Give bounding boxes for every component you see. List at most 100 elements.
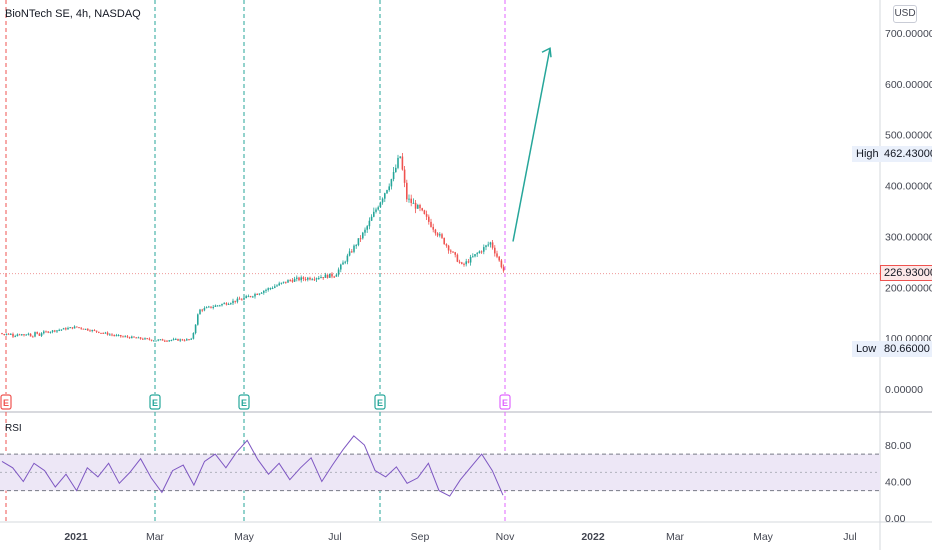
candle-body <box>109 334 111 336</box>
low-label: Low <box>852 341 881 357</box>
candle-body <box>274 286 276 288</box>
candle-body <box>293 278 296 282</box>
candle-body <box>329 273 331 278</box>
candle-body <box>95 330 98 332</box>
candle-body <box>443 237 445 245</box>
price-tick-label: 200.00000 <box>885 282 932 294</box>
candle-body <box>271 287 274 289</box>
candle-body <box>234 300 236 302</box>
candle-body <box>280 282 283 284</box>
candle-body <box>241 299 243 301</box>
candle-body <box>135 337 137 339</box>
candle-body <box>359 238 362 240</box>
candle-body <box>412 202 415 204</box>
earnings-marker <box>499 394 511 410</box>
earnings-marker <box>374 394 386 410</box>
candle-body <box>18 334 21 336</box>
candle-body <box>181 339 184 341</box>
candle-body <box>252 296 254 298</box>
price-tick-label: 700.00000 <box>885 28 932 40</box>
candle-body <box>260 292 263 294</box>
candle-body <box>175 338 177 340</box>
candle-body <box>430 221 432 227</box>
candle-body <box>131 336 133 339</box>
candle-body <box>296 277 298 279</box>
candle-body <box>137 337 140 339</box>
candle-body <box>324 274 327 278</box>
price-tick-label: 300.00000 <box>885 231 932 243</box>
candle-body <box>62 328 65 330</box>
earnings-marker-label: E <box>502 398 508 408</box>
candle-body <box>219 305 221 307</box>
candle-body <box>337 269 340 275</box>
currency-button[interactable]: USD <box>893 5 917 23</box>
candle-body <box>227 303 230 305</box>
candle-body <box>247 296 250 298</box>
candle-body <box>150 339 153 341</box>
candle-body <box>201 309 203 311</box>
candle-body <box>38 333 41 336</box>
time-tick-label: 2021 <box>64 531 88 543</box>
candle-body <box>54 330 56 332</box>
candle-body <box>223 303 225 305</box>
candle-body <box>144 338 146 340</box>
candle-body <box>27 333 30 335</box>
candle-body <box>208 306 210 308</box>
candle-body <box>313 279 316 281</box>
candle-body <box>3 333 5 335</box>
candle-body <box>146 338 148 340</box>
rsi-tick-label: 0.00 <box>885 513 906 525</box>
candle-body <box>487 244 489 246</box>
candle-body <box>302 277 305 279</box>
candle-body <box>12 333 14 337</box>
candle-body <box>60 329 63 331</box>
candle-body <box>311 279 313 281</box>
candle-body <box>414 202 417 209</box>
candle-body <box>326 274 329 278</box>
candle-body <box>1 333 3 335</box>
candle-body <box>452 251 454 253</box>
candle-body <box>32 336 34 338</box>
candle-body <box>368 220 371 227</box>
candle-body <box>153 340 155 342</box>
candle-body <box>168 340 170 342</box>
candle-body <box>461 262 463 264</box>
candle-body <box>428 216 430 222</box>
candle-body <box>98 331 100 333</box>
candle-body <box>331 273 333 277</box>
candle-body <box>117 335 120 337</box>
candle-body <box>221 303 223 306</box>
candle-body <box>318 277 320 279</box>
candle-body <box>40 333 43 336</box>
price-tick-label: 600.00000 <box>885 79 932 91</box>
candle-body <box>454 252 456 255</box>
candle-body <box>194 324 197 334</box>
rsi-tick-label: 40.00 <box>885 477 911 489</box>
candle-body <box>458 261 461 263</box>
candle-body <box>401 156 404 170</box>
candle-body <box>333 276 335 278</box>
last-price-tag: 226.93000 <box>880 265 932 281</box>
candle-body <box>348 251 351 256</box>
candle-body <box>106 332 109 335</box>
candle-body <box>192 333 195 339</box>
candle-body <box>403 169 406 183</box>
candle-body <box>291 280 294 282</box>
candle-body <box>344 261 346 263</box>
candle-body <box>65 328 67 330</box>
candle-body <box>485 245 487 248</box>
time-tick-label: May <box>234 531 255 543</box>
symbol-title: BioNTech SE, 4h, NASDAQ <box>5 8 141 20</box>
candle-body <box>386 190 388 194</box>
candle-body <box>282 281 285 283</box>
candle-body <box>126 336 129 338</box>
candle-body <box>214 305 217 307</box>
candle-body <box>362 232 364 239</box>
candle-body <box>476 253 478 255</box>
candle-body <box>335 274 338 277</box>
candle-body <box>392 172 395 180</box>
candle-body <box>377 207 379 210</box>
candle-body <box>351 251 353 253</box>
